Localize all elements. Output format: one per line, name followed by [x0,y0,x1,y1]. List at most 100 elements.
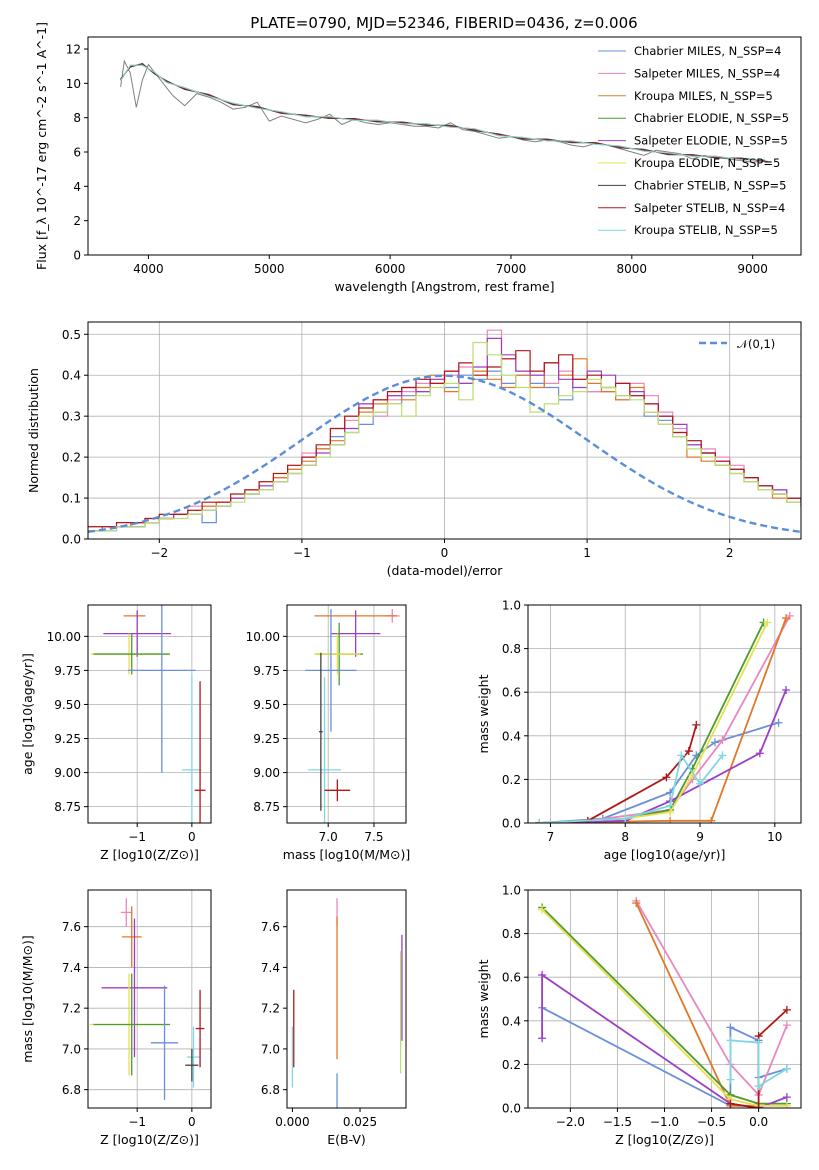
y-tick-label: 0.0 [502,817,521,831]
y-tick-label: 0.6 [502,686,521,700]
errorbar-point [103,610,172,657]
mass-weight-vs-metallicity-x-axis-label: Z [log10(Z/Z⊙)] [615,1132,714,1147]
mass-vs-metallicity-grid [88,890,211,1108]
age-vs-metallicity-frame [87,604,212,824]
mass-weight-vs-age-panel: 7 8 9 10 0.0 0.2 0.4 0.6 0.8 1.0 age [log10(age/yr… [476,599,802,862]
errorbar-point [314,633,361,675]
plus-marker [632,899,641,908]
mass-weight-vs-metallicity-plot-area [538,896,791,1108]
x-tick-label: 6000 [375,262,406,276]
plus-marker [718,736,727,745]
mass-weight-line [539,753,724,823]
y-tick-label: 7.6 [62,920,81,934]
mass-vs-metallicity-plot-area [89,898,205,1100]
x-tick-label: 9 [696,830,704,844]
errorbar-point [120,898,132,927]
y-tick-label: 7.4 [261,961,280,975]
legend-entry: Salpeter MILES, N_SSP=4 [634,66,780,80]
errorbar-point [194,681,206,823]
histogram-step [88,350,801,528]
plus-marker [774,718,783,727]
errorbar-point [308,677,342,823]
legend-entry: Chabrier ELODIE, N_SSP=5 [634,111,789,125]
y-tick-label: 1.0 [502,884,521,898]
errorbar-point [93,633,170,675]
age-vs-mass-x-axis-label: mass [log10(M/M⊙)] [283,847,411,862]
x-tick-label: 8000 [617,262,648,276]
plus-marker [782,1101,791,1108]
y-tick-label: 0.2 [502,773,521,787]
x-tick-label: 8 [621,830,629,844]
plus-marker [782,1005,791,1014]
y-tick-label: 7.6 [261,920,280,934]
mass-weight-line [539,622,765,823]
plus-marker [710,738,719,747]
mass-weight-vs-age-frame [527,604,802,824]
legend-entry: 𝒩(0,1) [737,337,775,351]
plus-marker [707,816,716,823]
mass-vs-metallicity-y-axis-label: mass [log10(M/M⊙)] [20,935,35,1063]
legend-entry: Salpeter ELODIE, N_SSP=5 [634,134,788,148]
errorbar-point [93,973,170,1076]
x-tick-label: 1 [583,546,591,560]
x-tick-label: 0.0 [749,1115,768,1129]
y-tick-label: 7.2 [261,1002,280,1016]
errorbar-point [186,1026,201,1088]
residuals-x-axis-label: (data-model)/error [387,563,504,578]
y-tick-label: 9.00 [54,766,81,780]
plus-marker [677,751,686,760]
residuals-panel: −2 −1 0 1 2 0.0 0.1 0.2 0.3 0.4 0.5 (data-model)/er… [26,321,802,578]
mass-vs-ebv-frame [286,889,407,1109]
x-tick-label: −1.5 [603,1115,632,1129]
plus-marker [763,618,772,627]
residuals-y-axis-label: Normed distribution [26,368,41,493]
x-tick-label: 7 [547,830,555,844]
errorbar-point [101,918,168,1058]
errorbar-point [319,652,323,811]
y-tick-label: 6.8 [261,1083,280,1097]
y-tick-label: 7.4 [62,961,81,975]
errorbar-point [195,989,205,1068]
plus-marker [666,816,675,823]
mass-vs-ebv-panel: 0.000 0.025 6.8 7.0 7.2 7.4 7.6 E(B-V) [261,889,407,1147]
y-tick-label: 9.50 [54,698,81,712]
plus-marker [782,1093,791,1102]
mass-weight-vs-age-y-axis-label: mass weight [476,674,491,753]
age-vs-metallicity-plot-area [90,605,206,823]
x-tick-label: 9000 [737,262,768,276]
x-tick-label: −1 [293,546,311,560]
x-tick-label: 7.0 [319,830,338,844]
errorbar-point [330,610,381,657]
plus-marker [782,686,791,695]
plus-marker [754,1082,763,1091]
x-tick-label: −1 [128,830,146,844]
plus-marker [538,971,547,980]
x-tick-label: 0.000 [275,1115,309,1129]
mass-weight-vs-age-plot-area [535,611,794,823]
x-tick-label: 0 [188,1115,196,1129]
mass-weight-line [541,1006,788,1108]
y-tick-label: 0.2 [62,451,81,465]
errorbar-point [150,985,179,1100]
mass-vs-ebv-plot-area [291,898,403,1108]
y-tick-label: 7.0 [62,1042,81,1056]
spectrum-plot-area [120,59,771,163]
mass-vs-metallicity-panel: −1 0 6.8 7.0 7.2 7.4 7.6 Z [log10(Z/Z⊙)] mass [l… [20,889,212,1147]
x-tick-label: −2 [150,546,168,560]
plus-marker [538,905,547,914]
plus-marker [726,1023,735,1032]
legend-entry: Kroupa MILES, N_SSP=5 [634,89,773,103]
spectrum-y-axis-label: Flux [f_λ 10^-17 erg cm^-2 s^-1 A^-1] [34,22,49,270]
x-tick-label: 7.5 [364,830,383,844]
errorbar-point [127,605,196,773]
x-tick-label: −1 [128,1115,146,1129]
figure-title: PLATE=0790, MJD=52346, FIBERID=0436, z=0… [250,14,637,32]
plus-marker [692,720,701,729]
plus-marker [535,819,544,823]
histogram-step [88,341,801,532]
mass-weight-vs-metallicity-y-axis-label: mass weight [476,959,491,1038]
y-tick-label: 0.4 [502,729,521,743]
plus-marker [726,1036,735,1045]
x-tick-label: −0.5 [697,1115,726,1129]
